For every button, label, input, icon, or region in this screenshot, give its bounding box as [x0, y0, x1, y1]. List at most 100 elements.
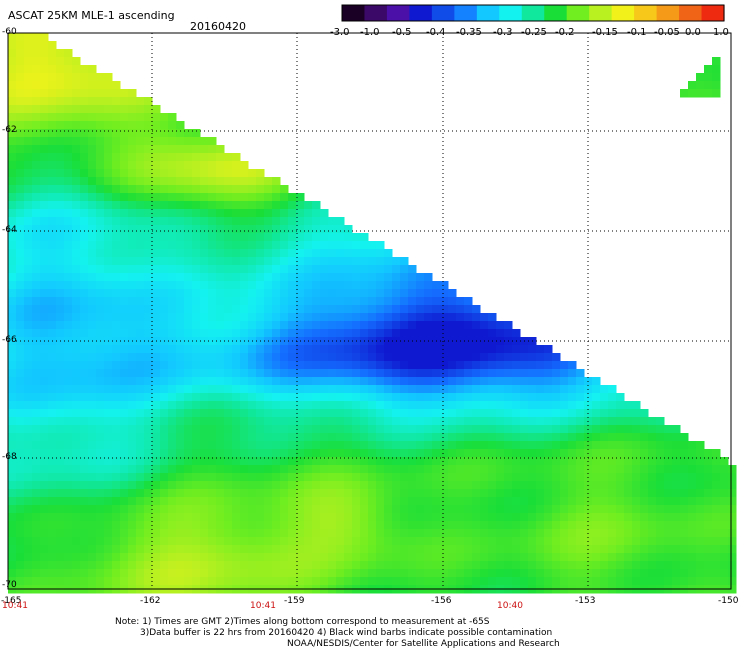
data-pixel [440, 377, 449, 386]
data-pixel [16, 457, 25, 466]
data-pixel [104, 353, 113, 362]
data-pixel [128, 313, 137, 322]
data-pixel [208, 169, 217, 178]
data-pixel [320, 465, 329, 474]
map-title: ASCAT 25KM MLE-1 ascending [8, 9, 175, 22]
data-pixel [616, 441, 625, 450]
data-pixel [32, 577, 41, 586]
data-pixel [592, 569, 601, 578]
data-pixel [280, 553, 289, 562]
data-pixel [80, 577, 89, 586]
data-pixel [512, 505, 521, 514]
data-pixel [600, 473, 609, 482]
data-pixel [696, 81, 705, 90]
data-pixel [160, 449, 169, 458]
data-pixel [440, 569, 449, 578]
data-pixel [40, 41, 49, 50]
data-pixel [168, 265, 177, 274]
data-pixel [48, 265, 57, 274]
data-pixel [16, 361, 25, 370]
data-pixel [136, 153, 145, 162]
data-pixel [328, 361, 337, 370]
data-pixel [616, 401, 625, 410]
data-pixel [216, 505, 225, 514]
colorbar-swatch [454, 5, 478, 21]
data-pixel [136, 329, 145, 338]
data-pixel [104, 289, 113, 298]
data-pixel [456, 505, 465, 514]
data-pixel [208, 497, 217, 506]
data-pixel [432, 433, 441, 442]
data-pixel [712, 521, 721, 530]
data-pixel [336, 313, 345, 322]
data-pixel [728, 481, 737, 490]
data-pixel [416, 297, 425, 306]
data-pixel [104, 153, 113, 162]
data-pixel [384, 561, 393, 570]
data-pixel [248, 361, 257, 370]
data-pixel [32, 529, 41, 538]
data-pixel [88, 545, 97, 554]
data-pixel [352, 505, 361, 514]
data-pixel [512, 425, 521, 434]
data-pixel [104, 273, 113, 282]
data-pixel [48, 553, 57, 562]
data-pixel [568, 385, 577, 394]
data-pixel [256, 329, 265, 338]
data-pixel [24, 41, 33, 50]
data-pixel [152, 193, 161, 202]
data-pixel [144, 217, 153, 226]
data-pixel [416, 313, 425, 322]
data-pixel [688, 449, 697, 458]
time-label: 10:41 [2, 601, 28, 611]
data-pixel [256, 545, 265, 554]
data-pixel [280, 329, 289, 338]
data-pixel [296, 513, 305, 522]
data-pixel [488, 409, 497, 418]
data-pixel [192, 273, 201, 282]
data-pixel [272, 513, 281, 522]
data-pixel [240, 289, 249, 298]
data-pixel [128, 193, 137, 202]
data-pixel [184, 129, 193, 138]
data-pixel [352, 297, 361, 306]
data-pixel [240, 217, 249, 226]
data-pixel [336, 321, 345, 330]
data-pixel [720, 465, 729, 474]
data-pixel [424, 521, 433, 530]
data-pixel [96, 249, 105, 258]
data-pixel [672, 497, 681, 506]
data-pixel [224, 169, 233, 178]
data-pixel [16, 153, 25, 162]
data-pixel [40, 177, 49, 186]
data-pixel [448, 289, 457, 298]
data-pixel [136, 513, 145, 522]
data-pixel [32, 289, 41, 298]
data-pixel [656, 569, 665, 578]
data-pixel [640, 569, 649, 578]
data-pixel [144, 289, 153, 298]
data-pixel [200, 521, 209, 530]
data-pixel [360, 249, 369, 258]
data-pixel [120, 537, 129, 546]
data-pixel [640, 449, 649, 458]
data-pixel [144, 529, 153, 538]
data-pixel [328, 249, 337, 258]
data-pixel [312, 417, 321, 426]
data-pixel [240, 345, 249, 354]
data-pixel [672, 521, 681, 530]
data-pixel [104, 441, 113, 450]
data-pixel [648, 569, 657, 578]
data-pixel [448, 529, 457, 538]
data-pixel [168, 137, 177, 146]
data-pixel [112, 369, 121, 378]
data-pixel [280, 241, 289, 250]
data-pixel [264, 321, 273, 330]
data-pixel [512, 481, 521, 490]
data-pixel [280, 225, 289, 234]
data-pixel [160, 225, 169, 234]
data-pixel [400, 537, 409, 546]
data-pixel [48, 129, 57, 138]
data-pixel [160, 393, 169, 402]
data-pixel [256, 193, 265, 202]
